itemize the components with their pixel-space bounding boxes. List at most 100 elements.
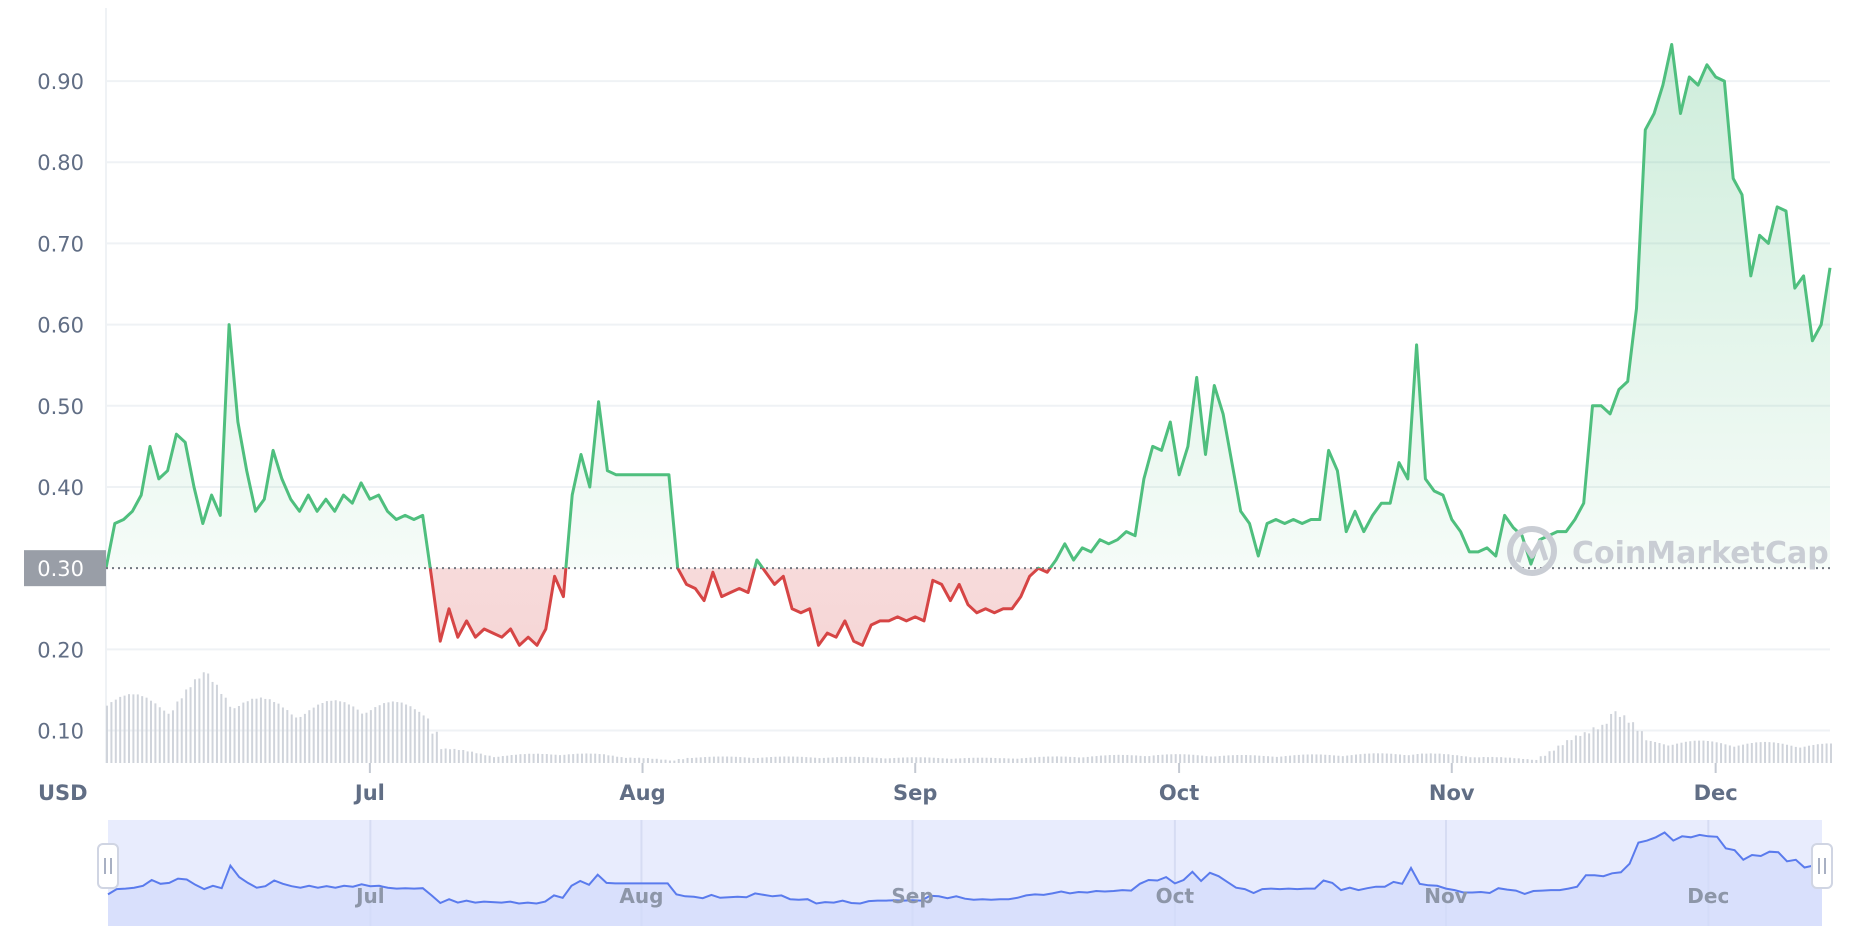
- volume-bar: [1790, 745, 1793, 763]
- volume-bar: [1051, 756, 1054, 763]
- volume-bar: [1830, 743, 1832, 763]
- volume-bar: [765, 757, 768, 763]
- volume-bar: [1596, 729, 1599, 763]
- volume-bar: [1486, 757, 1489, 763]
- volume-bar: [176, 701, 179, 763]
- volume-bar: [1394, 754, 1397, 763]
- volume-bar: [963, 758, 966, 763]
- volume-bar: [1187, 754, 1190, 763]
- volume-bar: [1170, 754, 1173, 763]
- volume-bar: [273, 702, 276, 763]
- volume-bar: [1033, 757, 1036, 763]
- volume-bar: [862, 757, 865, 763]
- coinmarketcap-logo-icon: [1507, 526, 1557, 576]
- volume-bar: [1368, 753, 1371, 763]
- volume-bar: [1632, 722, 1635, 763]
- volume-bar: [488, 755, 491, 763]
- volume-bar: [594, 753, 597, 763]
- volume-bar: [1658, 743, 1661, 763]
- volume-bar: [1574, 735, 1577, 763]
- volume-bar: [1429, 753, 1432, 763]
- volume-bar: [110, 702, 113, 763]
- volume-bar: [119, 696, 122, 763]
- volume-bar: [1759, 742, 1762, 763]
- volume-bar: [264, 698, 267, 763]
- volume-bar: [1715, 742, 1718, 763]
- volume-bar: [919, 757, 922, 763]
- volume-bar: [1539, 756, 1542, 763]
- y-tick-label: 0.70: [37, 232, 84, 256]
- volume-bar: [405, 704, 408, 763]
- volume-bar: [1245, 754, 1248, 763]
- volume-bar: [1315, 754, 1318, 763]
- volume-bar: [1328, 754, 1331, 763]
- volume-bar: [435, 731, 438, 763]
- volume-bar: [1420, 753, 1423, 763]
- volume-bar: [1135, 755, 1138, 763]
- volume-bar: [752, 757, 755, 763]
- volume-bar: [365, 712, 368, 763]
- volume-bar: [281, 707, 284, 763]
- volume-bar: [1605, 723, 1608, 763]
- volume-bar: [761, 757, 764, 763]
- navigator-handle-right[interactable]: [1811, 843, 1833, 889]
- volume-bar: [1720, 743, 1723, 763]
- volume-bar: [642, 758, 645, 763]
- volume-bar: [1082, 757, 1085, 763]
- volume-bar: [1077, 757, 1080, 763]
- volume-bar: [378, 705, 381, 763]
- volume-bar: [149, 700, 152, 763]
- volume-bar: [1693, 740, 1696, 763]
- volume-bar: [189, 687, 192, 763]
- navigator[interactable]: Jul Aug Sep Oct Nov Dec: [97, 820, 1833, 926]
- volume-bar: [1588, 733, 1591, 763]
- volume-bar: [1733, 746, 1736, 763]
- navigator-handle-left[interactable]: [97, 843, 119, 889]
- volume-bar: [1099, 755, 1102, 763]
- volume-bar: [1583, 732, 1586, 763]
- volume-bar: [1337, 755, 1340, 763]
- volume-bar: [242, 702, 245, 763]
- volume-bar: [1355, 754, 1358, 763]
- volume-bar: [629, 757, 632, 763]
- volume-bar: [1808, 745, 1811, 763]
- volume-bar: [580, 753, 583, 763]
- volume-bar: [1689, 741, 1692, 763]
- volume-bar: [726, 756, 729, 763]
- volume-bar: [1390, 753, 1393, 763]
- volume-bar: [127, 694, 130, 763]
- volume-bar: [1011, 758, 1014, 763]
- volume-bar: [1667, 745, 1670, 763]
- volume-bar: [1165, 754, 1168, 763]
- volume-bar: [858, 756, 861, 763]
- baseline-label: 0.30: [37, 557, 84, 581]
- volume-bar: [198, 678, 201, 763]
- y-tick-label: 0.90: [37, 70, 84, 94]
- grid-layer: [105, 8, 1830, 763]
- volume-bar: [893, 757, 896, 763]
- volume-bar: [1504, 757, 1507, 763]
- volume-bar: [884, 758, 887, 763]
- volume-bar: [853, 756, 856, 763]
- navigator-tick-label: Dec: [1687, 884, 1729, 908]
- volume-bar: [1113, 754, 1116, 763]
- volume-bar: [1196, 755, 1199, 763]
- volume-bar: [690, 757, 693, 763]
- volume-bar: [1698, 740, 1701, 763]
- x-tick-label: Oct: [1159, 781, 1199, 805]
- volume-bar: [796, 756, 799, 763]
- volume-bar: [339, 701, 342, 763]
- volume-bar: [932, 757, 935, 763]
- volume-bar: [237, 705, 240, 763]
- volume-bar: [167, 713, 170, 763]
- volume-bar: [1293, 755, 1296, 763]
- volume-bar: [114, 699, 117, 763]
- volume-bar: [154, 703, 157, 763]
- volume-bar: [1091, 756, 1094, 763]
- volume-bar: [1086, 756, 1089, 763]
- volume-bar: [576, 753, 579, 763]
- volume-bar: [1548, 751, 1551, 763]
- volume-bar: [1025, 757, 1028, 763]
- volume-bar: [660, 759, 663, 763]
- volume-bar: [1684, 741, 1687, 763]
